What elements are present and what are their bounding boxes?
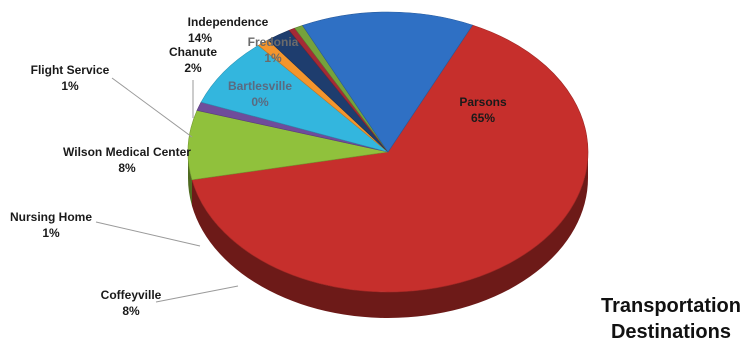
- leader-line-nursing-home: [95, 221, 201, 247]
- leader-line-flight-service: [111, 77, 193, 138]
- chart-title-line-2: Destinations: [610, 321, 731, 343]
- pie-slice-independence: [302, 11, 473, 153]
- chart-title: Transportation Destinations: [601, 293, 741, 345]
- slice-percent-parsons: 65%: [471, 111, 495, 125]
- slice-percent-flight-service: 1%: [61, 79, 79, 93]
- slice-label-independence: Independence: [188, 15, 269, 29]
- slice-percent-coffeyville: 8%: [122, 304, 140, 318]
- slice-label-nursing-home: Nursing Home: [10, 210, 92, 224]
- leader-line-coffeyville: [155, 285, 239, 303]
- pie-slice-parsons: [191, 24, 589, 293]
- slice-percent-fredonia: 1%: [264, 51, 282, 65]
- slice-percent-bartlesville: 0%: [251, 95, 269, 109]
- slice-label-parsons: Parsons: [459, 95, 507, 109]
- chart-title-line-1: Transportation: [600, 295, 741, 317]
- slice-label-chanute: Chanute: [169, 45, 217, 59]
- slice-percent-chanute: 2%: [184, 61, 202, 75]
- pie-side-parsons: [191, 152, 588, 318]
- slice-percent-independence: 14%: [188, 31, 212, 45]
- slice-percent-nursing-home: 1%: [42, 226, 60, 240]
- slice-percent-wilson-medical-center: 8%: [118, 161, 136, 175]
- slice-label-flight-service: Flight Service: [31, 63, 110, 77]
- pie-slice-wilson-medical-center: [200, 45, 389, 153]
- slice-label-bartlesville: Bartlesville: [228, 79, 292, 93]
- slice-label-fredonia: Fredonia: [248, 35, 299, 49]
- pie-side-coffeyville: [188, 152, 192, 206]
- slice-label-wilson-medical-center: Wilson Medical Center: [63, 145, 191, 159]
- pie-slice-coffeyville: [187, 110, 389, 181]
- slice-label-coffeyville: Coffeyville: [101, 288, 162, 302]
